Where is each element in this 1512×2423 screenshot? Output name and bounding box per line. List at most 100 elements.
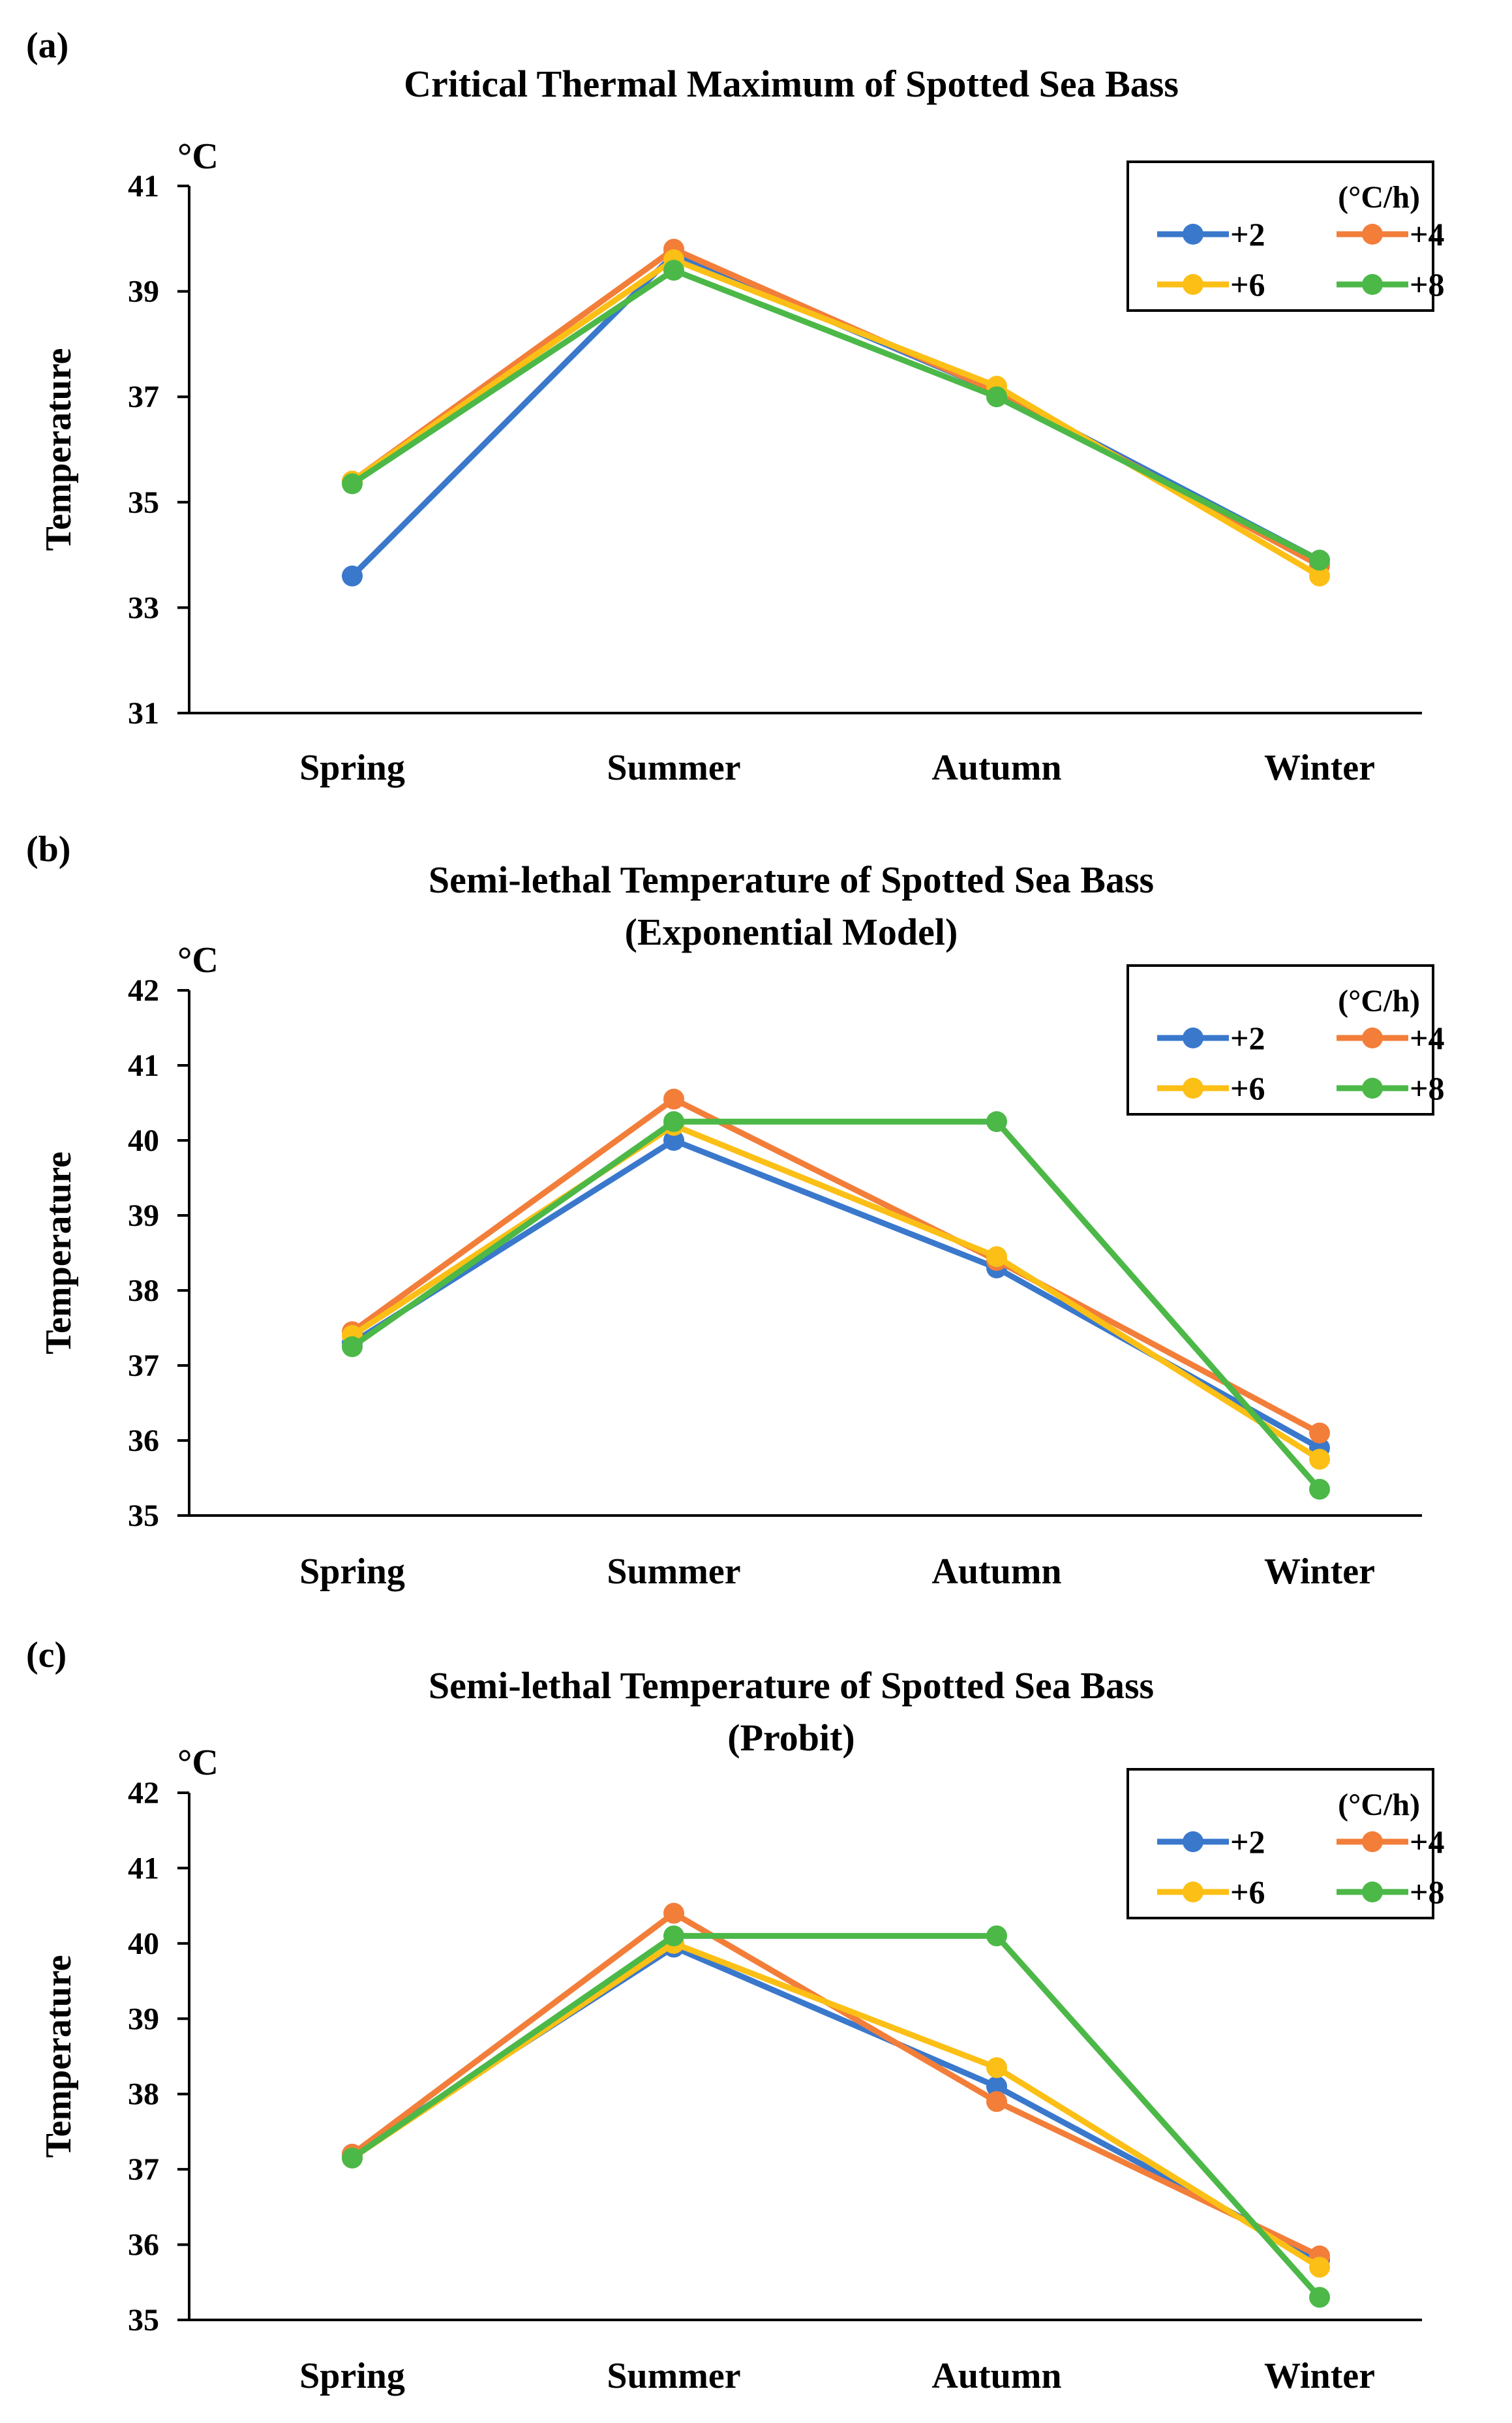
legend-title: (°C/h) xyxy=(1338,984,1420,1018)
data-point-plus8 xyxy=(663,1111,684,1133)
legend-title: (°C/h) xyxy=(1338,180,1420,215)
legend-entry-label: +4 xyxy=(1410,1823,1445,1860)
data-point-plus4 xyxy=(1309,1422,1330,1444)
y-tick-label: 39 xyxy=(128,275,159,309)
series-line-plus2 xyxy=(349,1137,1323,1451)
data-point-plus6 xyxy=(1309,1448,1330,1470)
legend-swatch-marker xyxy=(1183,1028,1203,1048)
legend-entry-label: +2 xyxy=(1230,1823,1265,1860)
legend: (°C/h) +2 +4 +6 +8 xyxy=(1126,1768,1445,1919)
y-tick-label: 36 xyxy=(128,2228,159,2263)
legend-entry-label: +8 xyxy=(1410,1874,1445,1910)
y-tick-label: 31 xyxy=(128,696,159,731)
y-axis-label: Temperature xyxy=(38,1955,79,2157)
data-point-plus4 xyxy=(663,1902,684,1924)
legend: (°C/h) +2 +4 +6 +8 xyxy=(1126,160,1445,312)
x-tick-label: Winter xyxy=(1264,1551,1375,1592)
x-tick-label: Winter xyxy=(1264,748,1375,788)
y-axis-label: Temperature xyxy=(38,348,79,551)
data-point-plus8 xyxy=(663,1925,684,1947)
y-tick-label: 35 xyxy=(128,485,159,520)
legend-swatch-marker xyxy=(1183,274,1203,295)
legend-entry-label: +6 xyxy=(1230,1070,1265,1106)
chart-title: Semi-lethal Temperature of Spotted Sea B… xyxy=(429,859,1154,901)
legend-entry-label: +8 xyxy=(1410,266,1445,303)
y-tick-label: 35 xyxy=(128,2303,159,2338)
unit-label: °C xyxy=(177,940,219,981)
y-tick-label: 41 xyxy=(128,1851,159,1885)
chart-title: Critical Thermal Maximum of Spotted Sea … xyxy=(404,63,1179,105)
legend-entry-label: +4 xyxy=(1410,216,1445,252)
y-tick-label: 39 xyxy=(128,1198,159,1233)
legend-swatch-marker xyxy=(1362,1831,1383,1852)
data-point-plus4 xyxy=(986,2091,1007,2112)
data-point-plus6 xyxy=(1309,2257,1330,2278)
data-point-plus8 xyxy=(342,473,363,495)
x-tick-label: Spring xyxy=(299,1551,405,1592)
series-line-plus6 xyxy=(349,1122,1323,1463)
y-tick-label: 37 xyxy=(128,380,159,414)
legend: (°C/h) +2 +4 +6 +8 xyxy=(1126,964,1445,1116)
data-point-plus8 xyxy=(986,386,1007,408)
y-tick-label: 41 xyxy=(128,1048,159,1083)
legend-entry-label: +6 xyxy=(1230,266,1265,303)
y-tick-label: 40 xyxy=(128,1927,159,1961)
legend-title: (°C/h) xyxy=(1338,1788,1420,1822)
chart-panel-b: (b) Semi-lethal Temperature of Spotted Se… xyxy=(26,829,1445,1592)
y-tick-label: 37 xyxy=(128,2152,159,2187)
x-tick-label: Autumn xyxy=(931,748,1061,788)
chart-panel-c: (c) Semi-lethal Temperature of Spotted Se… xyxy=(26,1635,1445,2396)
data-point-plus6 xyxy=(986,1246,1007,1268)
x-tick-label: Autumn xyxy=(931,1551,1061,1592)
y-tick-label: 37 xyxy=(128,1349,159,1383)
y-tick-label: 42 xyxy=(128,1776,159,1810)
data-point-plus8 xyxy=(1309,549,1330,571)
y-tick-label: 40 xyxy=(128,1123,159,1158)
x-tick-label: Winter xyxy=(1264,2356,1375,2396)
legend-entry-label: +2 xyxy=(1230,1020,1265,1056)
data-point-plus6 xyxy=(986,2057,1007,2079)
data-point-plus8 xyxy=(986,1111,1007,1133)
legend-swatch-marker xyxy=(1183,224,1203,245)
y-tick-label: 42 xyxy=(128,973,159,1008)
y-tick-label: 36 xyxy=(128,1424,159,1458)
panel-label: (b) xyxy=(26,829,70,870)
unit-label: °C xyxy=(177,1743,219,1783)
data-point-plus4 xyxy=(663,1088,684,1110)
legend-swatch-marker xyxy=(1362,1882,1383,1902)
data-point-plus8 xyxy=(342,1336,363,1358)
data-point-plus8 xyxy=(342,2147,363,2169)
series-line-plus4 xyxy=(349,1096,1323,1436)
panel-label: (c) xyxy=(26,1635,67,1675)
data-point-plus2 xyxy=(986,2076,1007,2097)
x-tick-label: Summer xyxy=(607,748,740,788)
legend-swatch-marker xyxy=(1362,224,1383,245)
data-point-plus2 xyxy=(342,565,363,587)
y-tick-label: 39 xyxy=(128,2002,159,2036)
legend-entry-label: +6 xyxy=(1230,1874,1265,1910)
y-tick-label: 41 xyxy=(128,169,159,204)
series-line-plus4 xyxy=(349,1910,1323,2259)
x-tick-label: Summer xyxy=(607,2356,740,2396)
series-line-plus8 xyxy=(349,1118,1323,1493)
y-tick-label: 38 xyxy=(128,2077,159,2112)
x-tick-label: Autumn xyxy=(931,2356,1061,2396)
legend-swatch-marker xyxy=(1362,274,1383,295)
legend-swatch-marker xyxy=(1183,1882,1203,1902)
x-tick-label: Spring xyxy=(299,2356,405,2396)
chart-subtitle: (Probit) xyxy=(727,1716,854,1759)
data-point-plus2 xyxy=(663,1130,684,1151)
y-tick-label: 38 xyxy=(128,1273,159,1308)
chart-subtitle: (Exponential Model) xyxy=(625,911,958,953)
series-line-plus8 xyxy=(349,267,1323,564)
legend-swatch-marker xyxy=(1183,1078,1203,1099)
legend-swatch-marker xyxy=(1183,1831,1203,1852)
data-point-plus8 xyxy=(1309,2287,1330,2308)
legend-entry-label: +4 xyxy=(1410,1020,1445,1056)
legend-entry-label: +8 xyxy=(1410,1070,1445,1106)
series-line-plus6 xyxy=(349,1940,1323,2270)
data-point-plus6 xyxy=(1309,565,1330,587)
y-tick-label: 33 xyxy=(128,590,159,625)
y-axis-label: Temperature xyxy=(38,1151,79,1354)
